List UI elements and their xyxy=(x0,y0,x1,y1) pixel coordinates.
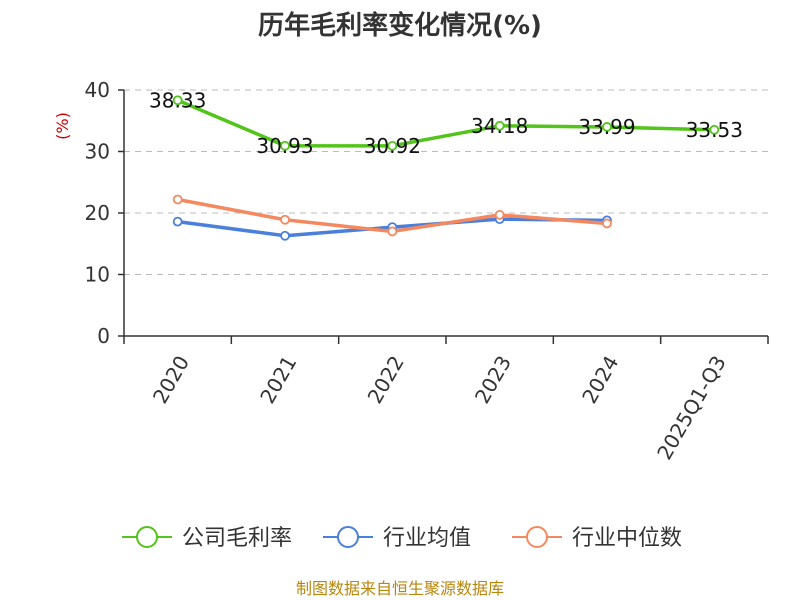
x-tick-label: 2025Q1-Q3 xyxy=(652,352,731,464)
data-label: 38.33 xyxy=(149,88,206,112)
data-label: 30.93 xyxy=(256,134,313,158)
x-tick-label: 2020 xyxy=(148,352,194,408)
legend-swatch-marker xyxy=(136,526,158,548)
data-point xyxy=(602,122,612,132)
series-lines xyxy=(172,95,720,241)
series-line xyxy=(176,98,715,148)
source-note: 制图数据来自恒生聚源数据库 xyxy=(296,579,504,598)
y-axis-label: (%) xyxy=(53,112,72,140)
data-point xyxy=(172,216,183,227)
x-tick-label: 2024 xyxy=(577,352,623,408)
y-tick-label: 20 xyxy=(85,201,110,225)
data-point xyxy=(709,124,720,135)
x-tick-label: 2023 xyxy=(470,351,516,407)
x-tick-label: 2021 xyxy=(255,352,301,408)
legend: 公司毛利率 行业均值 行业中位数 xyxy=(122,526,682,551)
legend-swatch-marker xyxy=(337,526,359,548)
y-tick-label: 40 xyxy=(85,78,110,102)
x-tick-label: 2022 xyxy=(363,352,409,408)
legend-label: 公司毛利率 xyxy=(182,526,292,551)
legend-label: 行业均值 xyxy=(383,526,471,551)
data-point xyxy=(172,95,183,106)
grid-lines xyxy=(124,89,768,275)
data-point xyxy=(387,226,398,237)
data-point xyxy=(280,214,290,225)
chart-title: 历年毛利率变化情况(%) xyxy=(258,10,542,41)
y-tick-label: 10 xyxy=(85,263,110,287)
y-tick-label: 0 xyxy=(97,324,110,348)
data-point xyxy=(494,120,505,131)
data-label: 34.18 xyxy=(471,114,528,138)
data-labels: 38.33 30.93 30.92 34.18 33.99 33.53 xyxy=(149,88,743,158)
data-point xyxy=(280,230,290,241)
data-point xyxy=(387,140,398,151)
data-label: 33.99 xyxy=(578,115,635,139)
data-point xyxy=(172,194,183,205)
legend-swatch-marker xyxy=(526,526,548,548)
data-point xyxy=(602,218,612,229)
data-label: 30.92 xyxy=(364,134,421,158)
axes: 0 10 20 30 40 2020 2021 2022 2023 2024 2025Q1-Q3 xyxy=(85,78,769,464)
data-label: 33.53 xyxy=(686,118,743,142)
data-point xyxy=(280,140,290,151)
legend-label: 行业中位数 xyxy=(572,526,682,551)
data-point xyxy=(494,209,505,220)
y-tick-label: 30 xyxy=(85,140,110,164)
